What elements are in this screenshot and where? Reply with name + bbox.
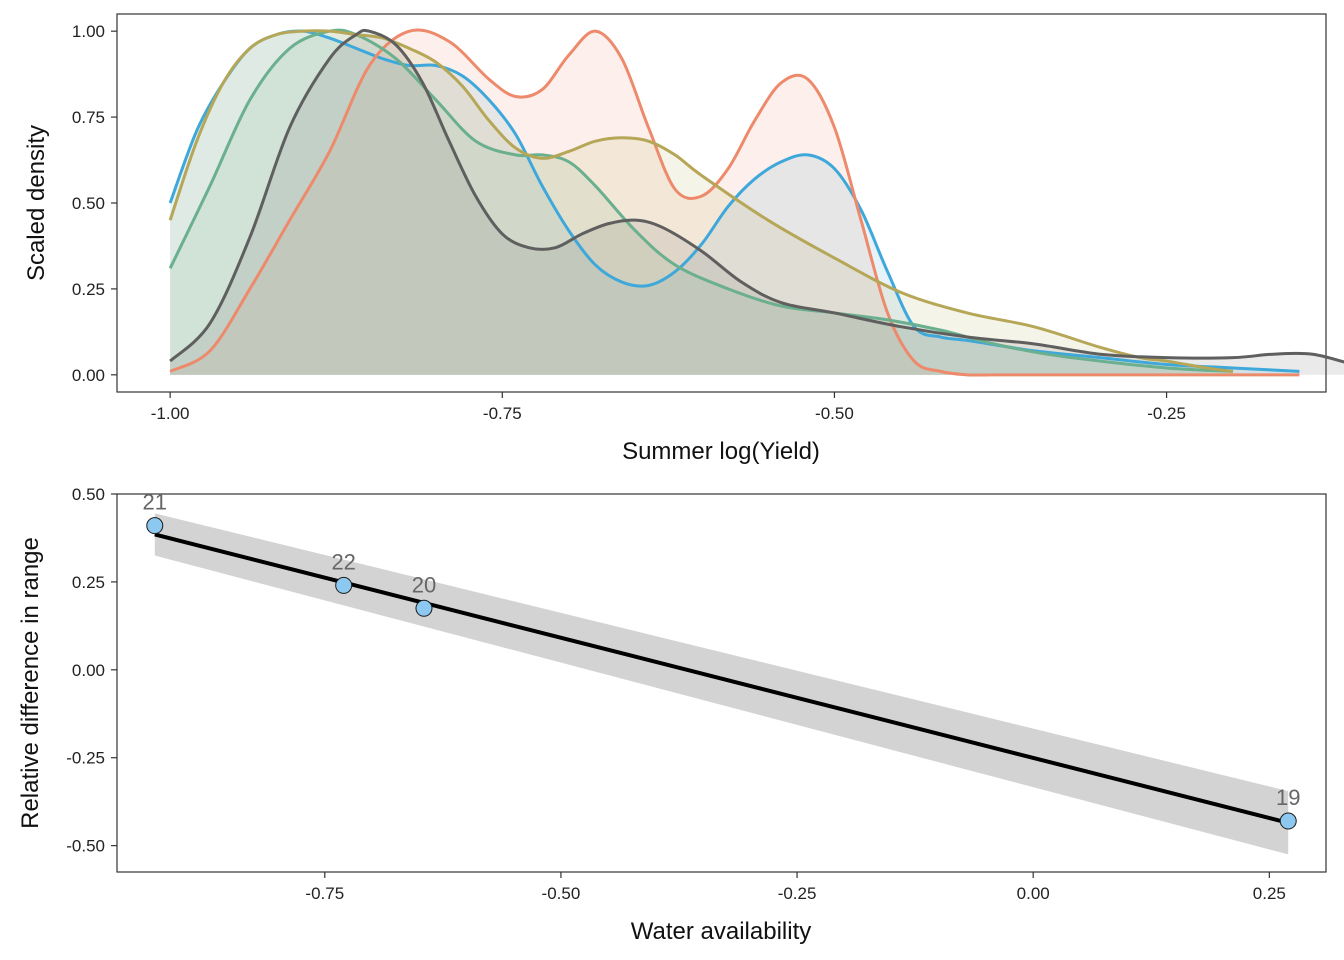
scatter-point-label: 20	[412, 572, 436, 597]
scatter-x-tick-label: 0.00	[1017, 884, 1050, 903]
density-area-3	[170, 30, 1233, 375]
density-line-2	[169, 28, 1300, 377]
density-line-1	[168, 29, 1300, 373]
confidence-band	[154, 513, 1289, 855]
scatter-points	[146, 517, 1297, 830]
density-x-tick-label: -0.50	[815, 404, 854, 423]
density-x-axis-title: Summer log(Yield)	[622, 438, 820, 465]
density-line-5	[169, 28, 1344, 364]
scatter-point	[146, 517, 164, 535]
density-y-tick-label: 0.75	[72, 108, 105, 127]
scatter-x-axis-title: Water availability	[631, 918, 812, 945]
density-y-tick-label: 0.25	[72, 280, 105, 299]
density-y-axis: 0.00 0.25 0.50 0.75 1.00	[72, 22, 117, 385]
scatter-y-tick-label: -0.25	[66, 749, 105, 768]
density-x-tick-label: -0.75	[483, 404, 522, 423]
density-line-4	[168, 29, 1234, 373]
scatter-x-tick-label: -0.50	[542, 884, 581, 903]
density-panel: -1.00 -0.75 -0.50 -0.25 0.00 0.25 0.50 0.75 1.0…	[23, 13, 1344, 465]
density-area-4	[170, 30, 1233, 375]
density-y-tick-label: 0.50	[72, 194, 105, 213]
scatter-confidence-band	[154, 513, 1289, 855]
scatter-x-tick-label: -0.75	[305, 884, 344, 903]
scatter-y-axis: -0.50 -0.25 0.00 0.25 0.50	[66, 485, 117, 856]
density-y-axis-title: Scaled density	[23, 125, 50, 281]
scatter-point-labels: 21 22 20 19	[143, 490, 1301, 810]
density-lines	[168, 28, 1344, 377]
scatter-y-tick-label: 0.00	[72, 661, 105, 680]
scatter-y-axis-title: Relative difference in range	[17, 537, 44, 829]
scatter-point	[1279, 812, 1297, 830]
scatter-x-tick-label: -0.25	[778, 884, 817, 903]
scatter-y-tick-label: -0.50	[66, 837, 105, 856]
scatter-point-label: 21	[143, 490, 167, 515]
density-x-tick-label: -1.00	[151, 404, 190, 423]
scatter-x-axis: -0.75 -0.50 -0.25 0.00 0.25	[305, 872, 1286, 903]
scatter-point	[415, 599, 433, 617]
density-area-5	[170, 30, 1344, 375]
density-x-tick-label: -0.25	[1147, 404, 1186, 423]
density-line-3	[168, 28, 1234, 373]
scatter-y-tick-label: 0.25	[72, 573, 105, 592]
density-x-axis: -1.00 -0.75 -0.50 -0.25	[151, 392, 1186, 423]
scatter-x-tick-label: 0.25	[1253, 884, 1286, 903]
scatter-point-label: 19	[1276, 785, 1300, 810]
density-y-tick-label: 1.00	[72, 22, 105, 41]
density-y-tick-label: 0.00	[72, 366, 105, 385]
scatter-point	[335, 576, 353, 594]
scatter-y-tick-label: 0.50	[72, 485, 105, 504]
scatter-point-label: 22	[331, 549, 355, 574]
